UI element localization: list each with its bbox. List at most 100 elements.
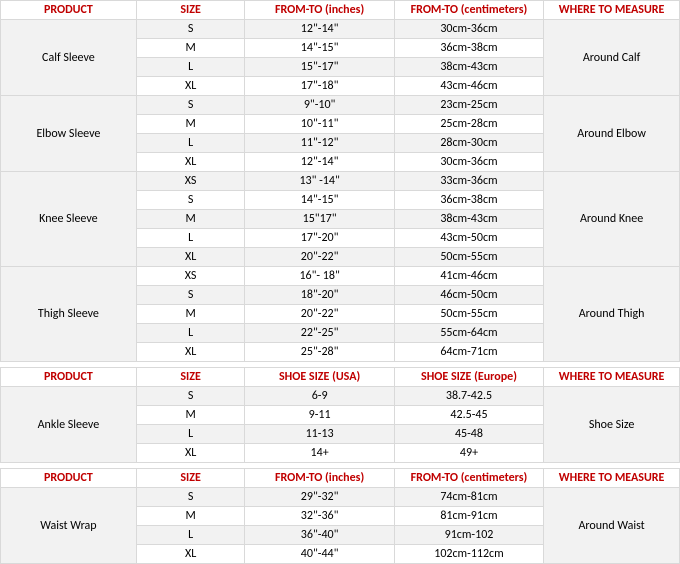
size-cell: L	[136, 526, 245, 545]
col3-cell: 17"-18"	[245, 77, 394, 96]
size-cell: XL	[136, 248, 245, 267]
table-row: Elbow SleeveS9"-10"23cm-25cmAround Elbow	[1, 96, 680, 115]
col3-cell: 15"17"	[245, 210, 394, 229]
size-cell: L	[136, 425, 245, 444]
product-name: Thigh Sleeve	[1, 267, 137, 362]
header-1: SIZE	[136, 1, 245, 20]
header-1: SIZE	[136, 469, 245, 488]
col4-cell: 23cm-25cm	[394, 96, 543, 115]
size-cell: XL	[136, 444, 245, 463]
product-name: Waist Wrap	[1, 488, 137, 564]
size-cell: S	[136, 488, 245, 507]
col3-cell: 13" -14"	[245, 172, 394, 191]
col3-cell: 14"-15"	[245, 39, 394, 58]
col3-cell: 20"-22"	[245, 248, 394, 267]
header-1: SIZE	[136, 368, 245, 387]
size-cell: S	[136, 96, 245, 115]
col4-cell: 38cm-43cm	[394, 58, 543, 77]
table-row: Calf SleeveS12"-14"30cm-36cmAround Calf	[1, 20, 680, 39]
size-cell: XS	[136, 267, 245, 286]
measure-cell: Around Thigh	[544, 267, 680, 362]
col3-cell: 25"-28"	[245, 343, 394, 362]
header-row: PRODUCTSIZEFROM-TO (inches)FROM-TO (cent…	[1, 1, 680, 20]
product-name: Elbow Sleeve	[1, 96, 137, 172]
col3-cell: 29"-32"	[245, 488, 394, 507]
table-row: Ankle SleeveS6-938.7-42.5Shoe Size	[1, 387, 680, 406]
header-3: FROM-TO (centimeters)	[394, 469, 543, 488]
size-cell: M	[136, 210, 245, 229]
measure-cell: Around Elbow	[544, 96, 680, 172]
size-cell: L	[136, 229, 245, 248]
col3-cell: 18"-20"	[245, 286, 394, 305]
product-name: Calf Sleeve	[1, 20, 137, 96]
col3-cell: 36"-40"	[245, 526, 394, 545]
header-2: SHOE SIZE (USA)	[245, 368, 394, 387]
col3-cell: 15"-17"	[245, 58, 394, 77]
col4-cell: 43cm-46cm	[394, 77, 543, 96]
measure-cell: Around Knee	[544, 172, 680, 267]
size-cell: S	[136, 20, 245, 39]
col4-cell: 49+	[394, 444, 543, 463]
size-cell: S	[136, 191, 245, 210]
col3-cell: 17"-20"	[245, 229, 394, 248]
col4-cell: 41cm-46cm	[394, 267, 543, 286]
size-cell: XL	[136, 343, 245, 362]
size-cell: XL	[136, 77, 245, 96]
header-row: PRODUCTSIZESHOE SIZE (USA)SHOE SIZE (Eur…	[1, 368, 680, 387]
header-0: PRODUCT	[1, 368, 137, 387]
header-4: WHERE TO MEASURE	[544, 1, 680, 20]
table-row: Thigh SleeveXS16"- 18"41cm-46cmAround Th…	[1, 267, 680, 286]
col3-cell: 9"-10"	[245, 96, 394, 115]
col4-cell: 42.5-45	[394, 406, 543, 425]
size-cell: M	[136, 406, 245, 425]
col4-cell: 38cm-43cm	[394, 210, 543, 229]
col3-cell: 12"-14"	[245, 153, 394, 172]
size-cell: XS	[136, 172, 245, 191]
header-0: PRODUCT	[1, 1, 137, 20]
col4-cell: 55cm-64cm	[394, 324, 543, 343]
product-name: Ankle Sleeve	[1, 387, 137, 463]
col4-cell: 46cm-50cm	[394, 286, 543, 305]
col4-cell: 50cm-55cm	[394, 248, 543, 267]
product-name: Knee Sleeve	[1, 172, 137, 267]
size-chart-table: PRODUCTSIZEFROM-TO (inches)FROM-TO (cent…	[0, 0, 680, 564]
col3-cell: 12"-14"	[245, 20, 394, 39]
col3-cell: 14"-15"	[245, 191, 394, 210]
header-4: WHERE TO MEASURE	[544, 368, 680, 387]
size-cell: M	[136, 115, 245, 134]
col4-cell: 50cm-55cm	[394, 305, 543, 324]
table-row: Knee SleeveXS13" -14"33cm-36cmAround Kne…	[1, 172, 680, 191]
col4-cell: 30cm-36cm	[394, 153, 543, 172]
col4-cell: 64cm-71cm	[394, 343, 543, 362]
size-cell: S	[136, 286, 245, 305]
size-cell: M	[136, 39, 245, 58]
col4-cell: 25cm-28cm	[394, 115, 543, 134]
col4-cell: 33cm-36cm	[394, 172, 543, 191]
header-3: FROM-TO (centimeters)	[394, 1, 543, 20]
size-cell: XL	[136, 545, 245, 564]
col3-cell: 11-13	[245, 425, 394, 444]
col3-cell: 16"- 18"	[245, 267, 394, 286]
col3-cell: 10"-11"	[245, 115, 394, 134]
size-cell: S	[136, 387, 245, 406]
table-row: Waist WrapS29"-32"74cm-81cmAround Waist	[1, 488, 680, 507]
size-cell: L	[136, 134, 245, 153]
measure-cell: Around Calf	[544, 20, 680, 96]
col3-cell: 11"-12"	[245, 134, 394, 153]
col4-cell: 91cm-102	[394, 526, 543, 545]
col3-cell: 22"-25"	[245, 324, 394, 343]
col4-cell: 28cm-30cm	[394, 134, 543, 153]
col3-cell: 20"-22"	[245, 305, 394, 324]
size-cell: M	[136, 305, 245, 324]
col3-cell: 40"-44"	[245, 545, 394, 564]
col3-cell: 9-11	[245, 406, 394, 425]
col3-cell: 6-9	[245, 387, 394, 406]
col4-cell: 36cm-38cm	[394, 191, 543, 210]
col4-cell: 43cm-50cm	[394, 229, 543, 248]
size-cell: L	[136, 58, 245, 77]
header-4: WHERE TO MEASURE	[544, 469, 680, 488]
col4-cell: 45-48	[394, 425, 543, 444]
col3-cell: 32"-36"	[245, 507, 394, 526]
measure-cell: Around Waist	[544, 488, 680, 564]
size-cell: XL	[136, 153, 245, 172]
